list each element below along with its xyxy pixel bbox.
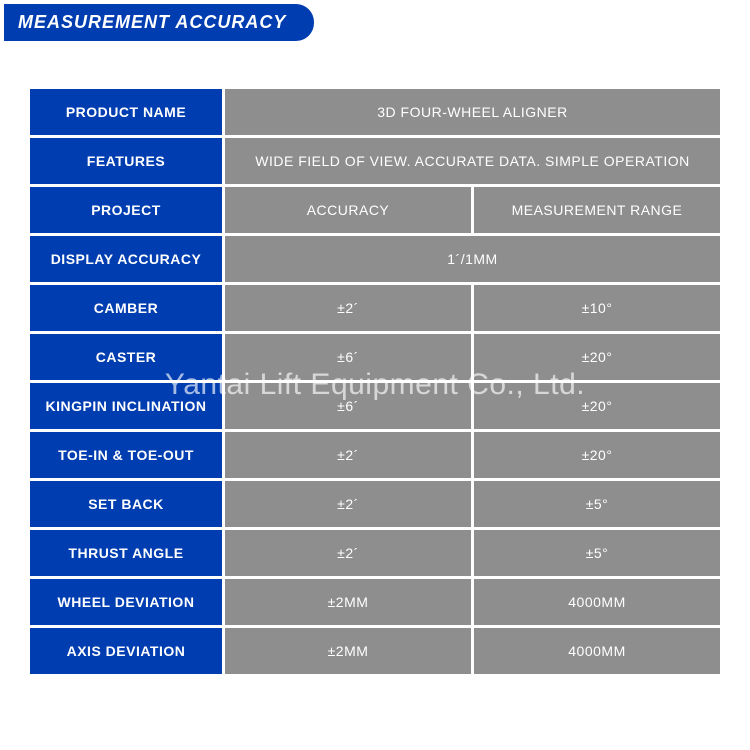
- table-row: CAMBER ±2´ ±10°: [30, 285, 720, 331]
- row-features: FEATURES WIDE FIELD OF VIEW. ACCURATE DA…: [30, 138, 720, 184]
- col-range-header: MEASUREMENT RANGE: [474, 187, 720, 233]
- row-label: SET BACK: [30, 481, 222, 527]
- row-range: ±20°: [474, 334, 720, 380]
- row-range: 4000MM: [474, 579, 720, 625]
- row-range: ±5°: [474, 481, 720, 527]
- table-row: WHEEL DEVIATION ±2MM 4000MM: [30, 579, 720, 625]
- table-row: AXIS DEVIATION ±2MM 4000MM: [30, 628, 720, 674]
- row-accuracy: ±2´: [225, 481, 471, 527]
- features-value: WIDE FIELD OF VIEW. ACCURATE DATA. SIMPL…: [225, 138, 720, 184]
- row-label: TOE-IN & TOE-OUT: [30, 432, 222, 478]
- row-range: ±20°: [474, 432, 720, 478]
- product-name-value: 3D FOUR-WHEEL ALIGNER: [225, 89, 720, 135]
- row-accuracy: ±2MM: [225, 579, 471, 625]
- row-accuracy: ±6´: [225, 383, 471, 429]
- row-range: ±5°: [474, 530, 720, 576]
- product-name-label: PRODUCT NAME: [30, 89, 222, 135]
- table-row: THRUST ANGLE ±2´ ±5°: [30, 530, 720, 576]
- row-label: THRUST ANGLE: [30, 530, 222, 576]
- row-accuracy: ±2´: [225, 530, 471, 576]
- features-label: FEATURES: [30, 138, 222, 184]
- row-range: ±10°: [474, 285, 720, 331]
- row-range: 4000MM: [474, 628, 720, 674]
- row-label: AXIS DEVIATION: [30, 628, 222, 674]
- table-row: CASTER ±6´ ±20°: [30, 334, 720, 380]
- row-accuracy: ±2MM: [225, 628, 471, 674]
- row-label: CAMBER: [30, 285, 222, 331]
- col-accuracy-header: ACCURACY: [225, 187, 471, 233]
- row-accuracy: ±2´: [225, 285, 471, 331]
- row-project-header: PROJECT ACCURACY MEASUREMENT RANGE: [30, 187, 720, 233]
- row-range: ±20°: [474, 383, 720, 429]
- row-product-name: PRODUCT NAME 3D FOUR-WHEEL ALIGNER: [30, 89, 720, 135]
- section-header: MEASUREMENT ACCURACY: [4, 4, 314, 41]
- table-row: TOE-IN & TOE-OUT ±2´ ±20°: [30, 432, 720, 478]
- spec-table: PRODUCT NAME 3D FOUR-WHEEL ALIGNER FEATU…: [30, 89, 720, 674]
- display-accuracy-value: 1´/1MM: [225, 236, 720, 282]
- project-label: PROJECT: [30, 187, 222, 233]
- row-label: WHEEL DEVIATION: [30, 579, 222, 625]
- row-display-accuracy: DISPLAY ACCURACY 1´/1MM: [30, 236, 720, 282]
- display-accuracy-label: DISPLAY ACCURACY: [30, 236, 222, 282]
- row-label: KINGPIN INCLINATION: [30, 383, 222, 429]
- table-row: KINGPIN INCLINATION ±6´ ±20°: [30, 383, 720, 429]
- row-label: CASTER: [30, 334, 222, 380]
- row-accuracy: ±6´: [225, 334, 471, 380]
- row-accuracy: ±2´: [225, 432, 471, 478]
- table-row: SET BACK ±2´ ±5°: [30, 481, 720, 527]
